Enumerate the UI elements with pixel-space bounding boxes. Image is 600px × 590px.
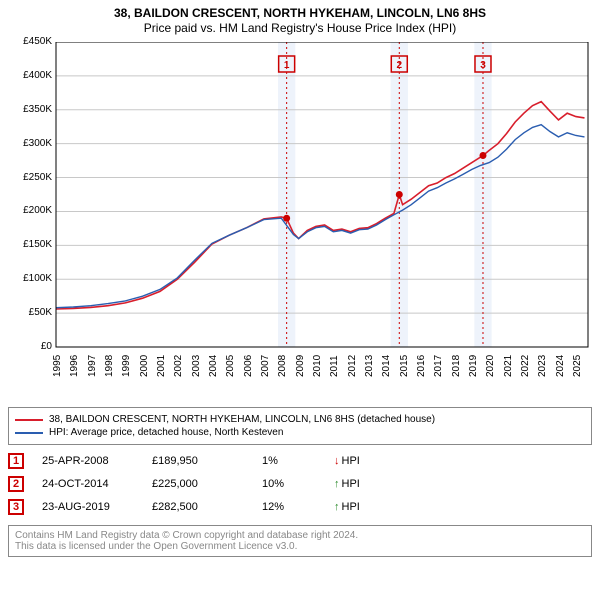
transaction-dot (283, 215, 290, 222)
legend-label: HPI: Average price, detached house, Nort… (49, 427, 283, 438)
y-tick-label: £100K (8, 273, 52, 284)
x-tick-label: 1997 (87, 355, 98, 377)
y-tick-label: £200K (8, 205, 52, 216)
chart-page: { "title_line1": "38, BAILDON CRESCENT, … (0, 0, 600, 590)
transaction-table: 125-APR-2008£189,9501%↓HPI224-OCT-2014£2… (8, 453, 592, 515)
transaction-row: 1 25-APR-2008£189,9501%↓HPI (8, 453, 592, 469)
hpi-label: HPI (342, 455, 360, 467)
x-tick-label: 2018 (451, 355, 462, 377)
x-tick-label: 2007 (260, 355, 271, 377)
legend-item: 38, BAILDON CRESCENT, NORTH HYKEHAM, LIN… (15, 414, 585, 425)
x-tick-label: 2006 (243, 355, 254, 377)
legend-swatch (15, 419, 43, 421)
x-tick-label: 2012 (347, 355, 358, 377)
x-tick-label: 2023 (537, 355, 548, 377)
x-tick-label: 2011 (329, 355, 340, 377)
x-tick-label: 2024 (555, 355, 566, 377)
transaction-date: 23-AUG-2019 (42, 501, 152, 513)
chart-title-line1: 38, BAILDON CRESCENT, NORTH HYKEHAM, LIN… (8, 6, 592, 21)
x-tick-label: 2013 (364, 355, 375, 377)
y-tick-label: £250K (8, 172, 52, 183)
footer-line1: Contains HM Land Registry data © Crown c… (15, 530, 585, 541)
transaction-price: £189,950 (152, 455, 262, 467)
legend-swatch (15, 432, 43, 434)
x-tick-label: 2010 (312, 355, 323, 377)
svg-text:1: 1 (284, 60, 290, 71)
x-tick-label: 2005 (225, 355, 236, 377)
x-tick-label: 2001 (156, 355, 167, 377)
y-tick-label: £300K (8, 138, 52, 149)
svg-text:3: 3 (480, 60, 486, 71)
x-tick-label: 1995 (52, 355, 63, 377)
transaction-row: 2 24-OCT-2014£225,00010%↑HPI (8, 476, 592, 492)
x-tick-label: 2017 (433, 355, 444, 377)
transaction-pct: 10% (262, 478, 332, 490)
arrow-down-icon: ↓ (334, 455, 340, 467)
y-tick-label: £350K (8, 104, 52, 115)
x-tick-label: 2008 (277, 355, 288, 377)
transaction-pct: 1% (262, 455, 332, 467)
series-hpi (56, 125, 585, 308)
legend-label: 38, BAILDON CRESCENT, NORTH HYKEHAM, LIN… (49, 414, 435, 425)
x-tick-label: 2022 (520, 355, 531, 377)
y-tick-label: £150K (8, 239, 52, 250)
x-tick-label: 2014 (381, 355, 392, 377)
x-tick-label: 1999 (121, 355, 132, 377)
x-tick-label: 2021 (503, 355, 514, 377)
arrow-up-icon: ↑ (334, 501, 340, 513)
y-tick-label: £400K (8, 70, 52, 81)
transaction-dot (479, 152, 486, 159)
hpi-label: HPI (342, 501, 360, 513)
x-tick-label: 2002 (173, 355, 184, 377)
transaction-price: £225,000 (152, 478, 262, 490)
svg-text:2: 2 (397, 60, 403, 71)
arrow-up-icon: ↑ (334, 478, 340, 490)
x-tick-label: 1996 (69, 355, 80, 377)
x-tick-label: 2004 (208, 355, 219, 377)
hpi-label: HPI (342, 478, 360, 490)
transaction-dot (396, 191, 403, 198)
chart-svg: 1 2 3 (8, 42, 592, 351)
x-tick-label: 2019 (468, 355, 479, 377)
x-tick-label: 2000 (139, 355, 150, 377)
y-tick-label: £0 (8, 341, 52, 352)
transaction-price: £282,500 (152, 501, 262, 513)
x-tick-label: 2003 (191, 355, 202, 377)
x-tick-label: 2016 (416, 355, 427, 377)
footer-line2: This data is licensed under the Open Gov… (15, 541, 585, 552)
transaction-index-box: 3 (8, 499, 24, 515)
chart-title-line2: Price paid vs. HM Land Registry's House … (8, 21, 592, 36)
x-tick-label: 2025 (572, 355, 583, 377)
series-property (56, 102, 585, 309)
x-tick-label: 2020 (485, 355, 496, 377)
transaction-pct: 12% (262, 501, 332, 513)
x-tick-label: 1998 (104, 355, 115, 377)
chart-area: 1 2 3 £0 £50K £100K £150K £200K £250K £300K £350K £… (8, 42, 592, 379)
transaction-index-box: 1 (8, 453, 24, 469)
footer-attribution: Contains HM Land Registry data © Crown c… (8, 525, 592, 557)
y-tick-label: £450K (8, 36, 52, 47)
transaction-index-box: 2 (8, 476, 24, 492)
y-tick-label: £50K (8, 307, 52, 318)
x-tick-label: 2015 (399, 355, 410, 377)
legend-item: HPI: Average price, detached house, Nort… (15, 427, 585, 438)
transaction-row: 3 23-AUG-2019£282,50012%↑HPI (8, 499, 592, 515)
x-tick-label: 2009 (295, 355, 306, 377)
legend: 38, BAILDON CRESCENT, NORTH HYKEHAM, LIN… (8, 407, 592, 445)
transaction-date: 25-APR-2008 (42, 455, 152, 467)
transaction-date: 24-OCT-2014 (42, 478, 152, 490)
